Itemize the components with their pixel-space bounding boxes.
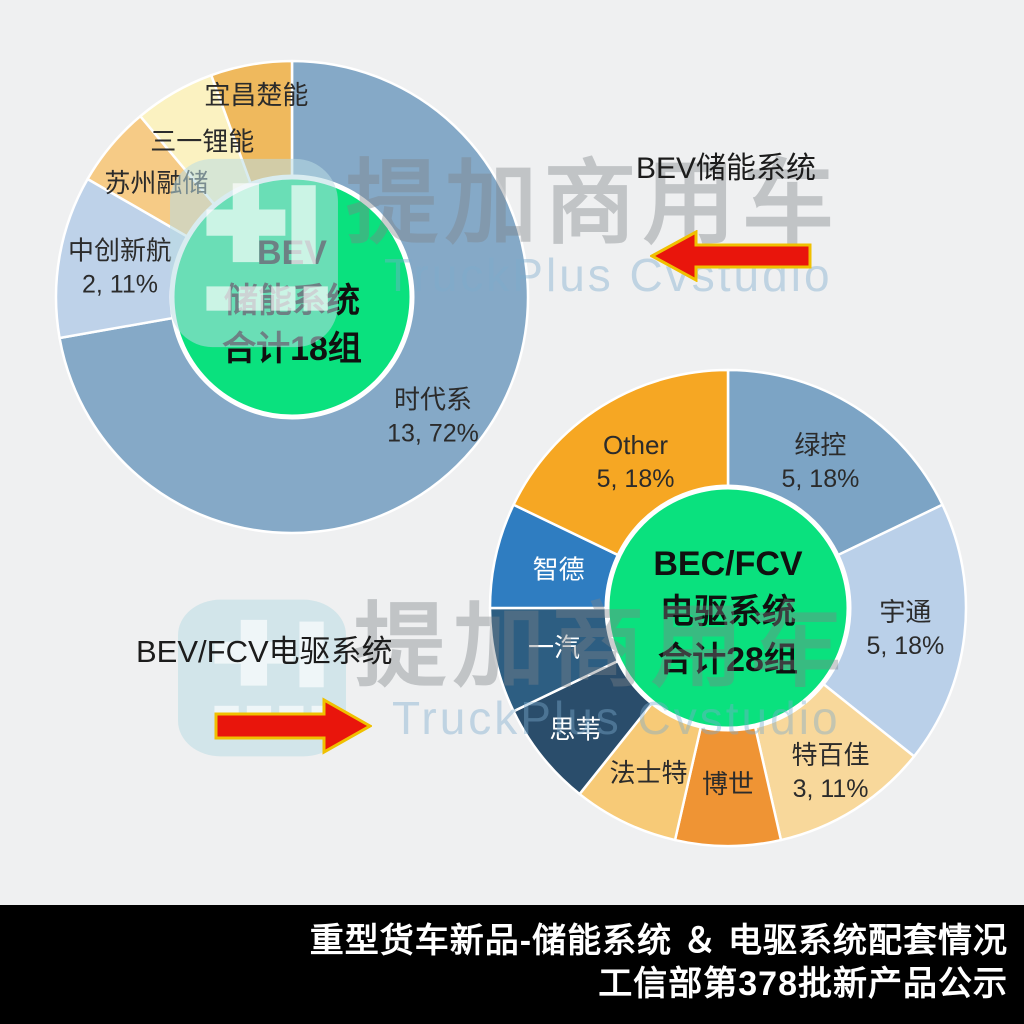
arrow-right-icon <box>214 697 372 755</box>
slice-label: Other <box>603 430 668 460</box>
slice-label: 宜昌楚能 <box>204 80 308 110</box>
slice-label: 特百佳 <box>792 740 870 770</box>
arrow-left-icon <box>650 230 812 282</box>
donut-center <box>604 484 852 732</box>
slice-label: 绿控 <box>794 430 846 460</box>
slice-value-label: 5, 18% <box>597 465 675 493</box>
slice-label: 一汽 <box>528 633 580 663</box>
slice-value-label: 3, 11% <box>793 775 869 803</box>
center-label-line: 合计18组 <box>222 330 362 368</box>
center-label-line: 合计28组 <box>658 641 798 679</box>
slice-label: 中创新航 <box>68 236 172 266</box>
label-bev-storage-system: BEV储能系统 <box>636 152 817 185</box>
slice-label: 智德 <box>533 554 585 584</box>
slice-value-label: 13, 72% <box>387 419 479 447</box>
center-label-line: BEC/FCV <box>653 545 803 583</box>
center-label-line: 储能系统 <box>224 282 360 320</box>
footer-title: 重型货车新品-储能系统 ＆ 电驱系统配套情况 <box>309 922 1008 960</box>
center-label-line: 电驱系统 <box>660 593 796 631</box>
slice-label: 苏州融储 <box>104 168 208 198</box>
slice-label: 时代系 <box>394 384 472 414</box>
slice-label: 宇通 <box>879 597 931 627</box>
slice-value-label: 5, 18% <box>866 632 944 660</box>
center-label-line: BEV <box>257 234 327 272</box>
slice-label: 三一锂能 <box>150 127 254 157</box>
slice-value-label: 5, 18% <box>782 465 860 493</box>
slice-value-label: 2, 11% <box>82 271 158 299</box>
slice-label: 法士特 <box>609 758 687 788</box>
footer-subtitle: 工信部第378批新产品公示 <box>598 965 1008 1003</box>
slice-label: 博世 <box>702 769 754 799</box>
label-edrive-system: BEV/FCV电驱系统 <box>136 634 393 669</box>
slice-label: 思苇 <box>549 715 601 745</box>
footer-bar: 重型货车新品-储能系统 ＆ 电驱系统配套情况 工信部第378批新产品公示 <box>0 905 1024 1024</box>
